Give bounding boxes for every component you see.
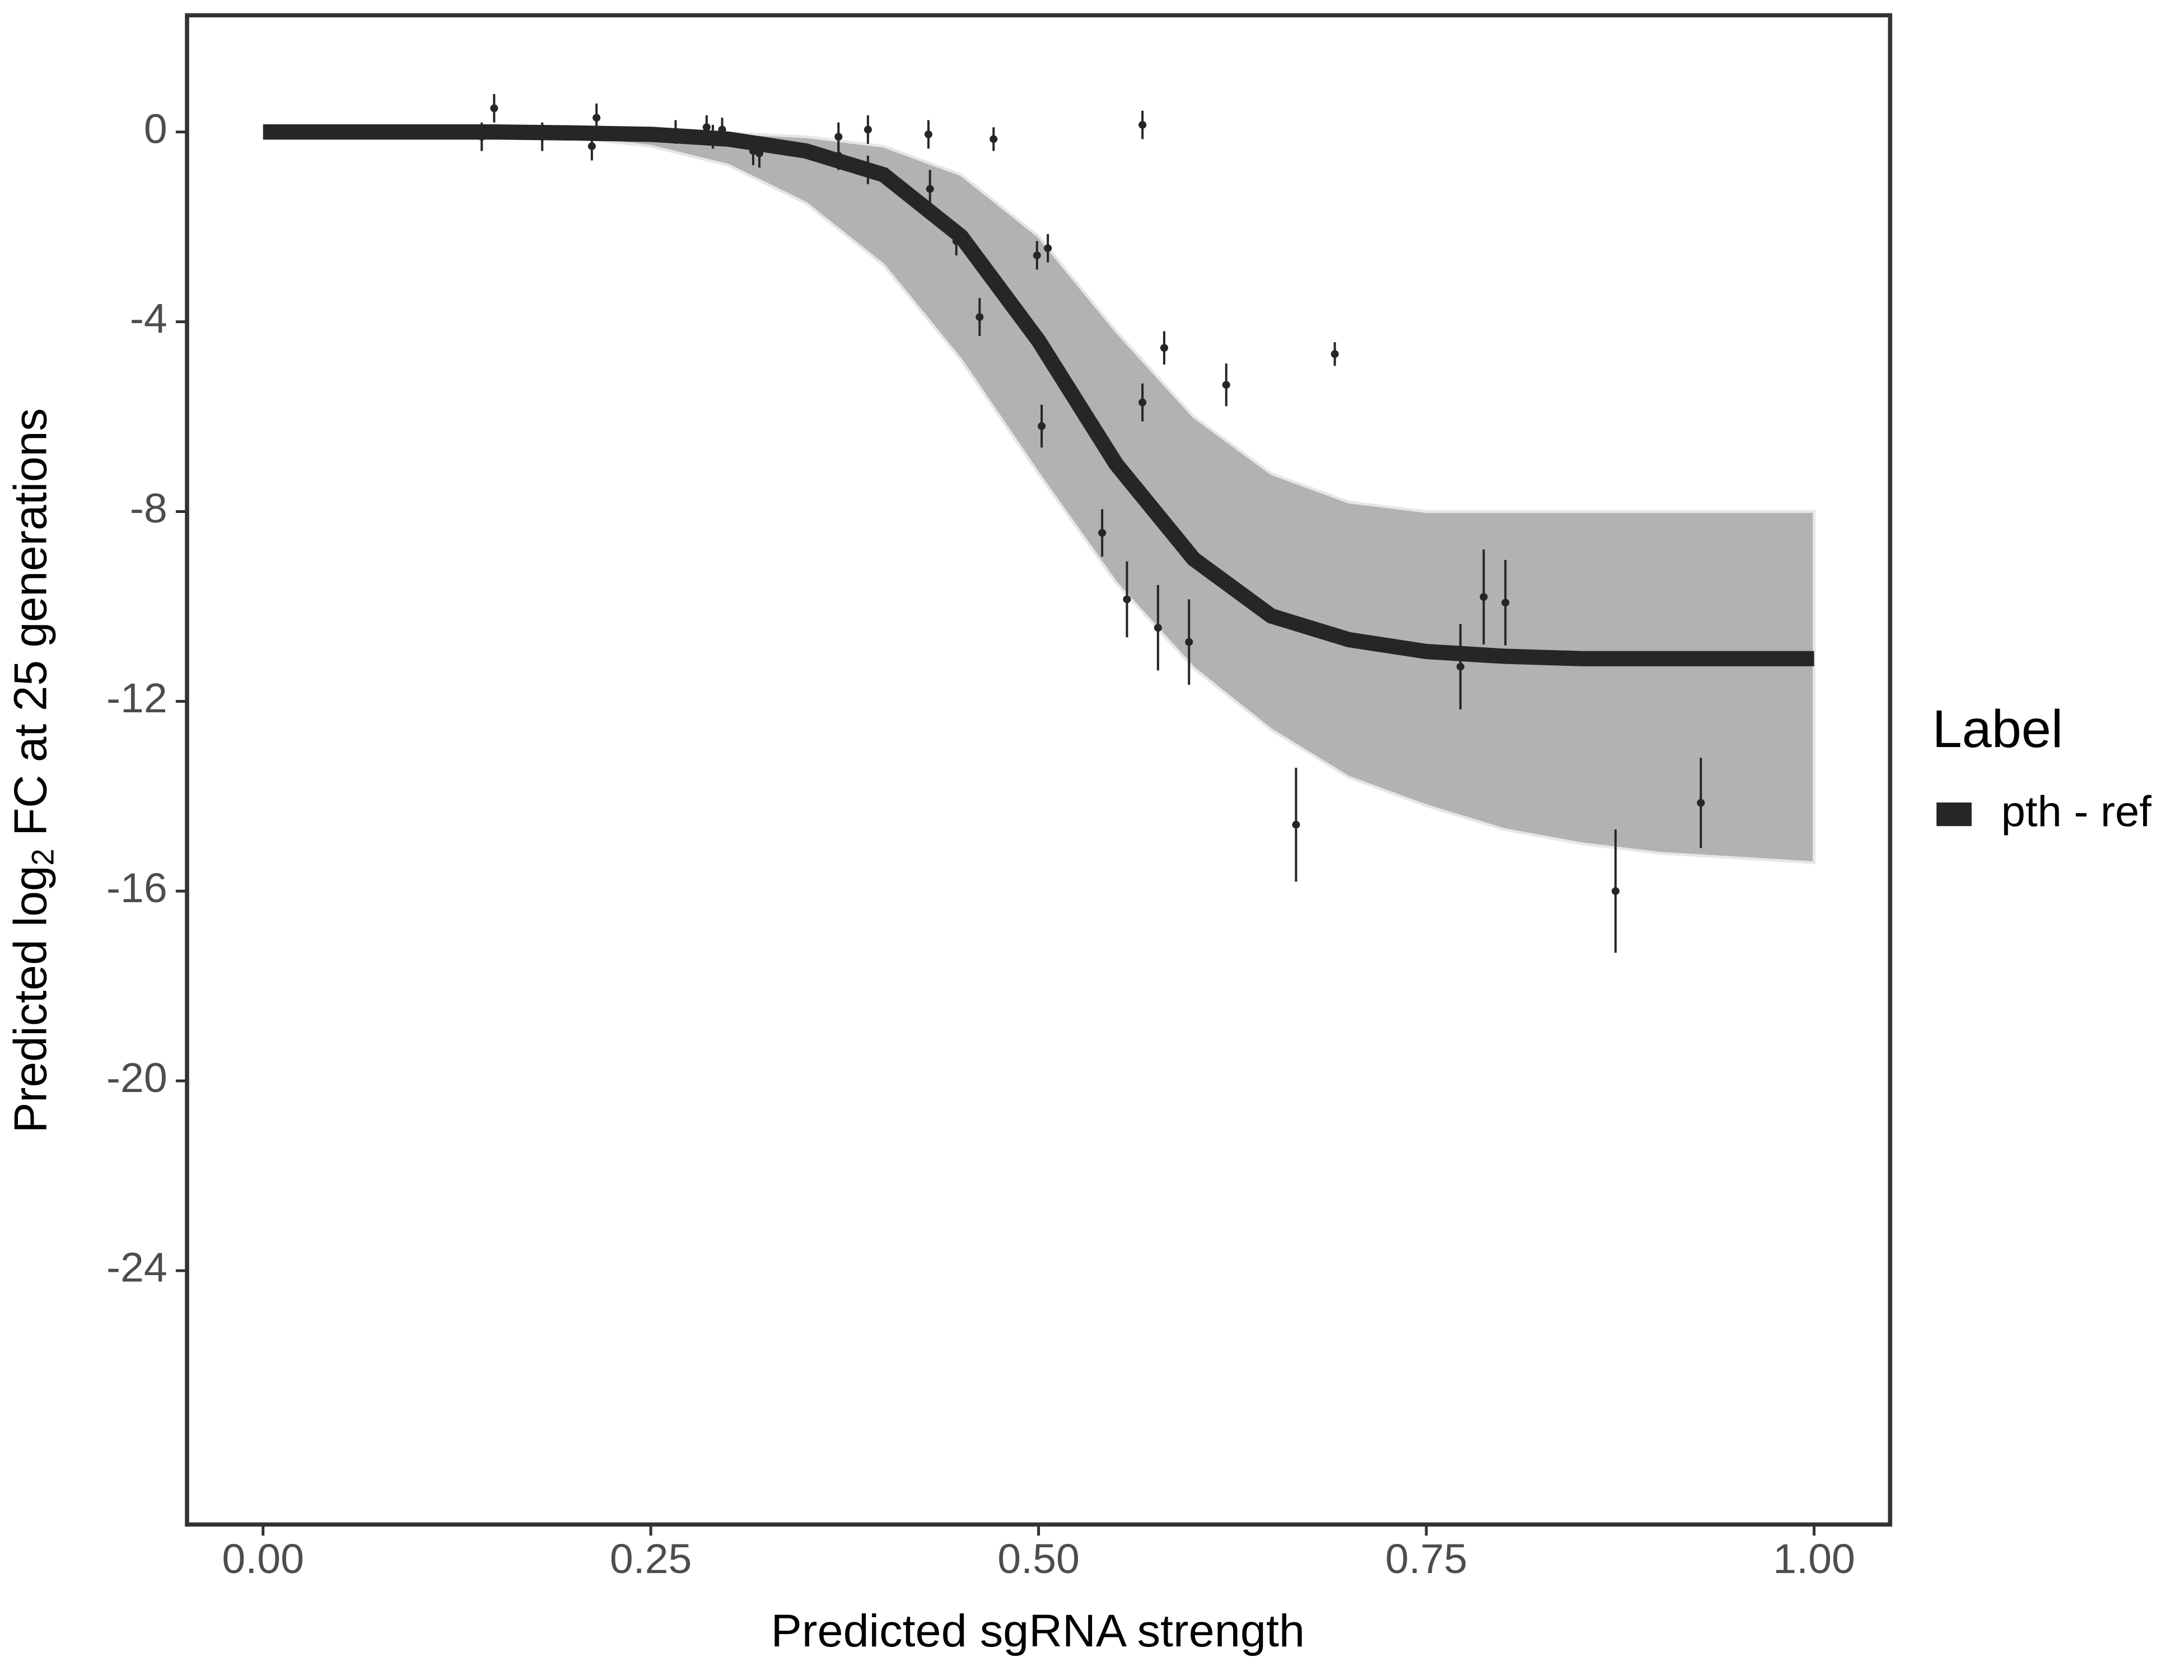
y-tick-label: 0 — [144, 105, 167, 152]
point — [1292, 820, 1300, 829]
point — [1222, 381, 1230, 389]
point — [864, 125, 872, 134]
y-tick-label: -24 — [106, 1244, 167, 1290]
point — [834, 152, 843, 160]
point — [708, 133, 717, 141]
point — [1044, 244, 1052, 253]
point — [718, 125, 726, 134]
point — [1331, 350, 1339, 358]
point — [1611, 887, 1620, 895]
y-axis-title-part: FC at 25 generations — [4, 408, 57, 849]
point — [1138, 398, 1147, 407]
point — [1154, 624, 1162, 632]
legend-label: pth - ref — [2001, 788, 2152, 836]
y-tick-label: -20 — [106, 1054, 167, 1100]
point — [755, 149, 764, 157]
x-tick-label: 0.75 — [1385, 1535, 1468, 1581]
point — [976, 313, 984, 321]
x-tick-label: 0.50 — [997, 1535, 1080, 1581]
y-axis-title: Predicted log2 FC at 25 generations — [4, 408, 60, 1133]
point — [864, 166, 872, 174]
y-axis-title-subscript: 2 — [25, 848, 60, 865]
x-tick-label: 0.25 — [610, 1535, 692, 1581]
point — [1033, 251, 1041, 259]
point — [1038, 422, 1046, 430]
point — [924, 130, 932, 138]
point — [587, 142, 596, 151]
point — [1697, 799, 1705, 807]
y-tick-label: -4 — [130, 295, 167, 342]
point — [1123, 595, 1131, 604]
point — [749, 147, 757, 155]
point — [671, 128, 680, 136]
point — [1098, 529, 1107, 537]
point — [538, 133, 547, 141]
legend-key — [1936, 802, 1972, 827]
x-tick-label: 1.00 — [1773, 1535, 1855, 1581]
x-tick-label: 0.00 — [222, 1535, 304, 1581]
point — [990, 135, 998, 143]
point — [1456, 662, 1464, 671]
point — [1160, 344, 1168, 352]
point — [834, 133, 843, 141]
point — [1501, 599, 1510, 607]
y-axis-title-part: Predicted log — [4, 866, 57, 1133]
y-tick-label: -12 — [106, 674, 167, 721]
point — [592, 114, 601, 122]
x-axis-title: Predicted sgRNA strength — [771, 1605, 1305, 1656]
point — [1138, 121, 1147, 129]
point — [490, 104, 498, 113]
point — [952, 237, 960, 245]
legend-title: Label — [1932, 700, 2062, 759]
point — [926, 185, 934, 193]
point — [702, 123, 711, 132]
fit-line — [263, 124, 1814, 666]
y-tick-label: -8 — [130, 485, 167, 531]
point — [478, 133, 486, 141]
panel-border — [185, 13, 1892, 1527]
y-tick-label: -16 — [106, 864, 167, 911]
point — [1480, 593, 1488, 601]
point — [1185, 638, 1193, 646]
uncertainty-band — [263, 130, 1816, 865]
